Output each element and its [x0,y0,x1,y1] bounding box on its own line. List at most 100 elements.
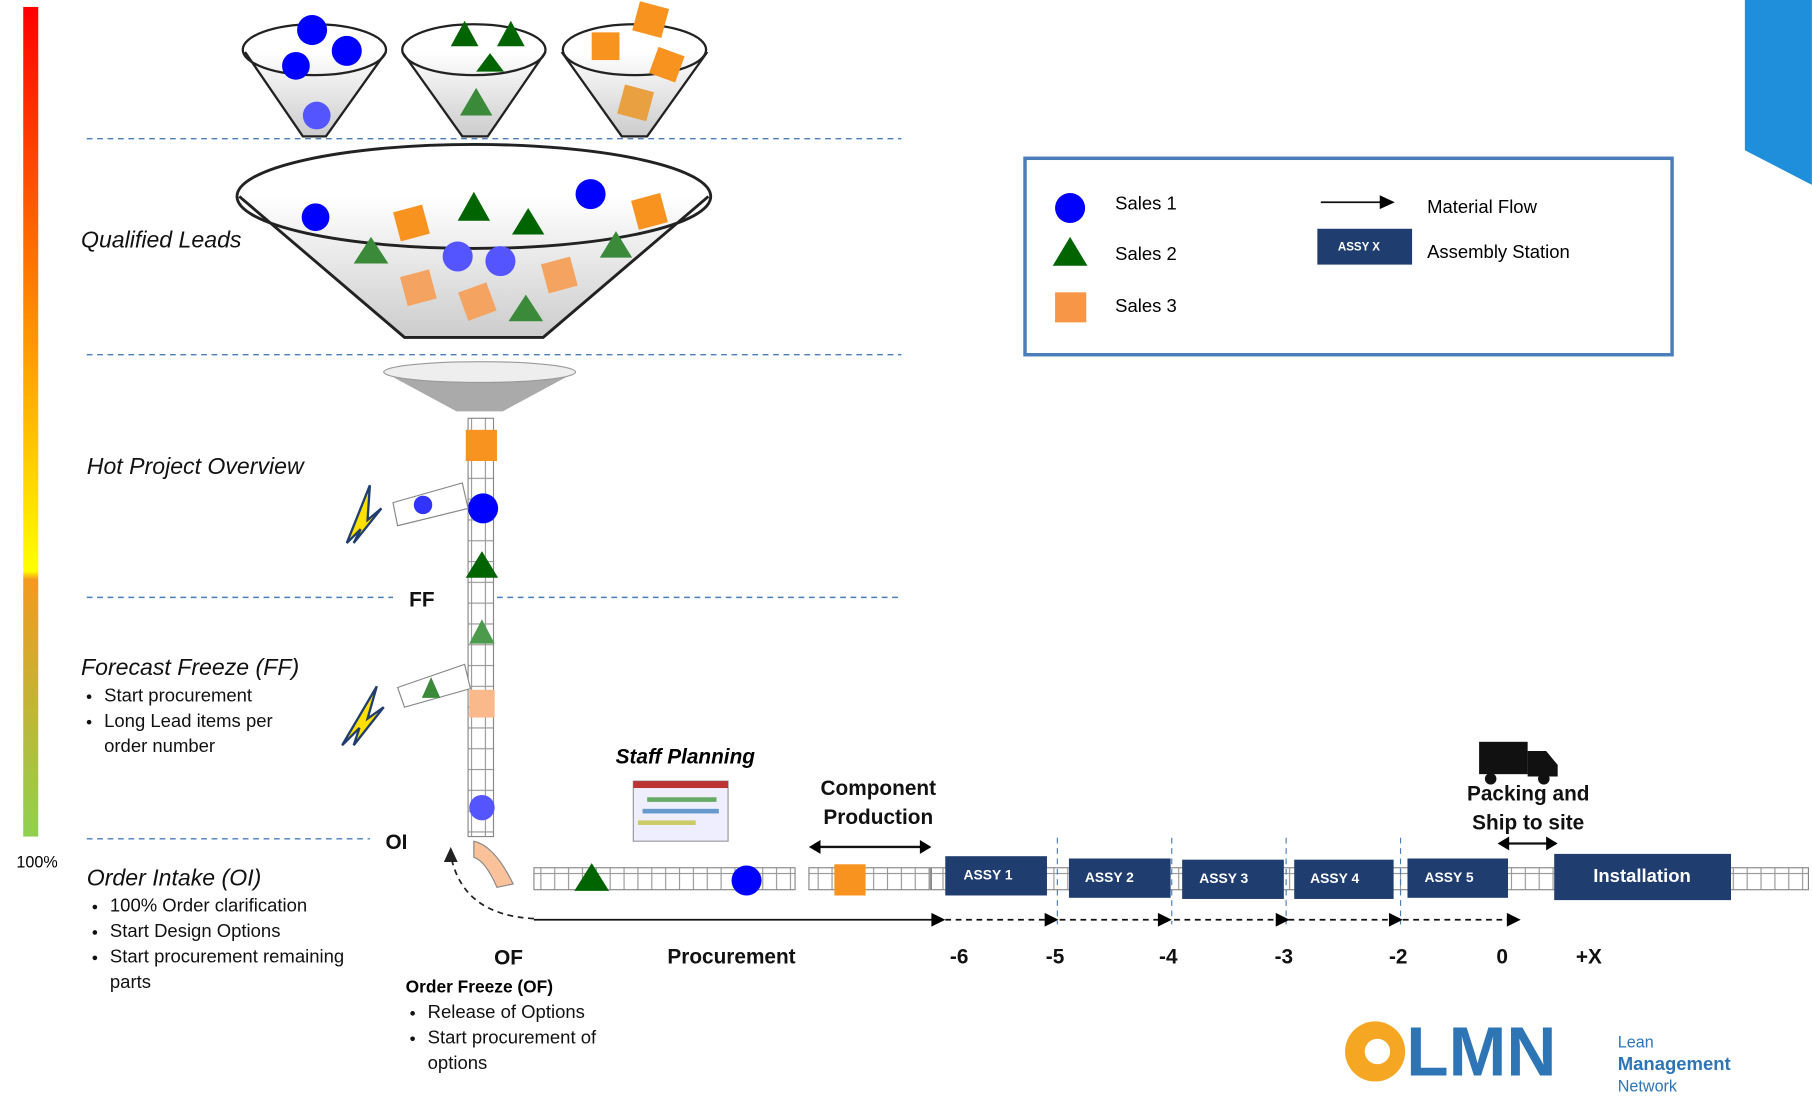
stage-title: Forecast Freeze (FF) [81,654,299,680]
turn-conveyor [473,840,514,889]
shape [238,195,710,339]
bullets: Release of OptionsStart procurement of o… [393,1001,624,1093]
level-lines [86,137,902,840]
marker: OI [385,831,407,854]
shape [649,46,685,83]
item [469,619,495,644]
stage-title: Order Intake (OI) [87,864,262,890]
station-label: ASSY 5 [1425,869,1474,885]
station-dividers [1056,837,1402,925]
legend: Sales 1 Sales 2 Sales 3 Material Flow AS… [1023,156,1674,357]
arrowhead [1546,836,1558,851]
shape [301,203,330,232]
packing-label: Packing and Ship to site [1466,782,1590,835]
shape: Start procurementLong Lead items per ord… [69,684,312,760]
shape [353,236,389,264]
packing: Packing and Ship to site [1466,782,1590,835]
shape [1407,858,1508,898]
shape [450,20,479,47]
shape [508,294,544,322]
heat-bar [23,6,39,837]
hot-funnel [383,372,576,412]
arrowhead [919,840,932,854]
marker: OF [494,947,523,970]
item [574,863,610,891]
logo: LMN Lean Management Network [1345,1013,1731,1096]
shape [1364,1038,1391,1065]
bullets: 100% Order clarificationStart Design Opt… [75,894,352,1010]
timeline-label: -6 [950,945,968,968]
legend-label: Sales 2 [1115,243,1177,264]
loop-arrow [449,854,534,920]
shape [235,142,713,250]
legend-sample: ASSY X [1338,241,1380,253]
shape: Release of OptionsStart procurement of o… [393,1001,624,1077]
logo-word: Lean [1618,1034,1654,1052]
item [731,865,762,896]
shape [282,51,310,80]
shape [647,797,717,802]
shape [457,191,491,221]
shape [1379,195,1395,210]
shape [302,101,331,130]
shape [458,282,497,321]
arrowhead [443,846,458,862]
station-label: Installation [1593,865,1690,886]
shape [401,23,547,77]
component-label: Component Production [820,776,936,828]
shape [1182,859,1284,899]
shape [1052,236,1088,266]
truck [1479,741,1558,785]
logo-word: Management [1618,1053,1731,1074]
shape [633,781,729,789]
legend-label: Material Flow [1427,196,1537,217]
lightning [341,484,385,747]
bullet: Start Design Options [110,920,353,945]
shape [599,231,633,258]
marker: FF [409,588,434,611]
shape [540,256,578,294]
shape [297,15,328,46]
big-funnel [235,142,713,339]
timeline-label: -3 [1275,945,1293,968]
item [468,493,499,524]
shape [1055,292,1087,323]
side-conveyors [392,482,472,708]
item [834,864,866,896]
corner-deco [1744,0,1812,185]
shape [637,820,696,825]
shape [442,241,473,272]
shape [931,912,946,927]
station-label: ASSY 4 [1310,870,1359,886]
hot-funnel-rim [383,361,577,384]
conveyor [808,867,931,891]
item [469,689,495,718]
item [465,551,499,578]
item [465,429,497,462]
logo-word: Network [1618,1078,1678,1096]
shape [399,269,437,307]
shape [393,204,430,242]
shape [617,84,655,122]
timeline-label: +X [1576,945,1602,968]
station-label: ASSY 2 [1085,869,1134,885]
shape [1506,912,1521,927]
bullets: Start procurementLong Lead items per ord… [69,684,312,776]
shape [1044,912,1059,927]
shape [1275,912,1290,927]
shape [331,35,362,66]
stage-title: Hot Project Overview [87,453,305,479]
arrowhead [1497,836,1510,851]
legend-label: Sales 3 [1115,295,1177,316]
shape [1157,912,1172,927]
shape [413,495,433,515]
timeline-label: -4 [1159,945,1178,968]
legend-label: Assembly Station [1427,241,1570,262]
shape [591,32,620,61]
staff-chart [632,780,729,842]
shape [459,87,493,116]
timeline-label: 0 [1496,945,1508,968]
timeline-label: -2 [1389,945,1407,968]
legend-label: Sales 1 [1115,192,1177,213]
